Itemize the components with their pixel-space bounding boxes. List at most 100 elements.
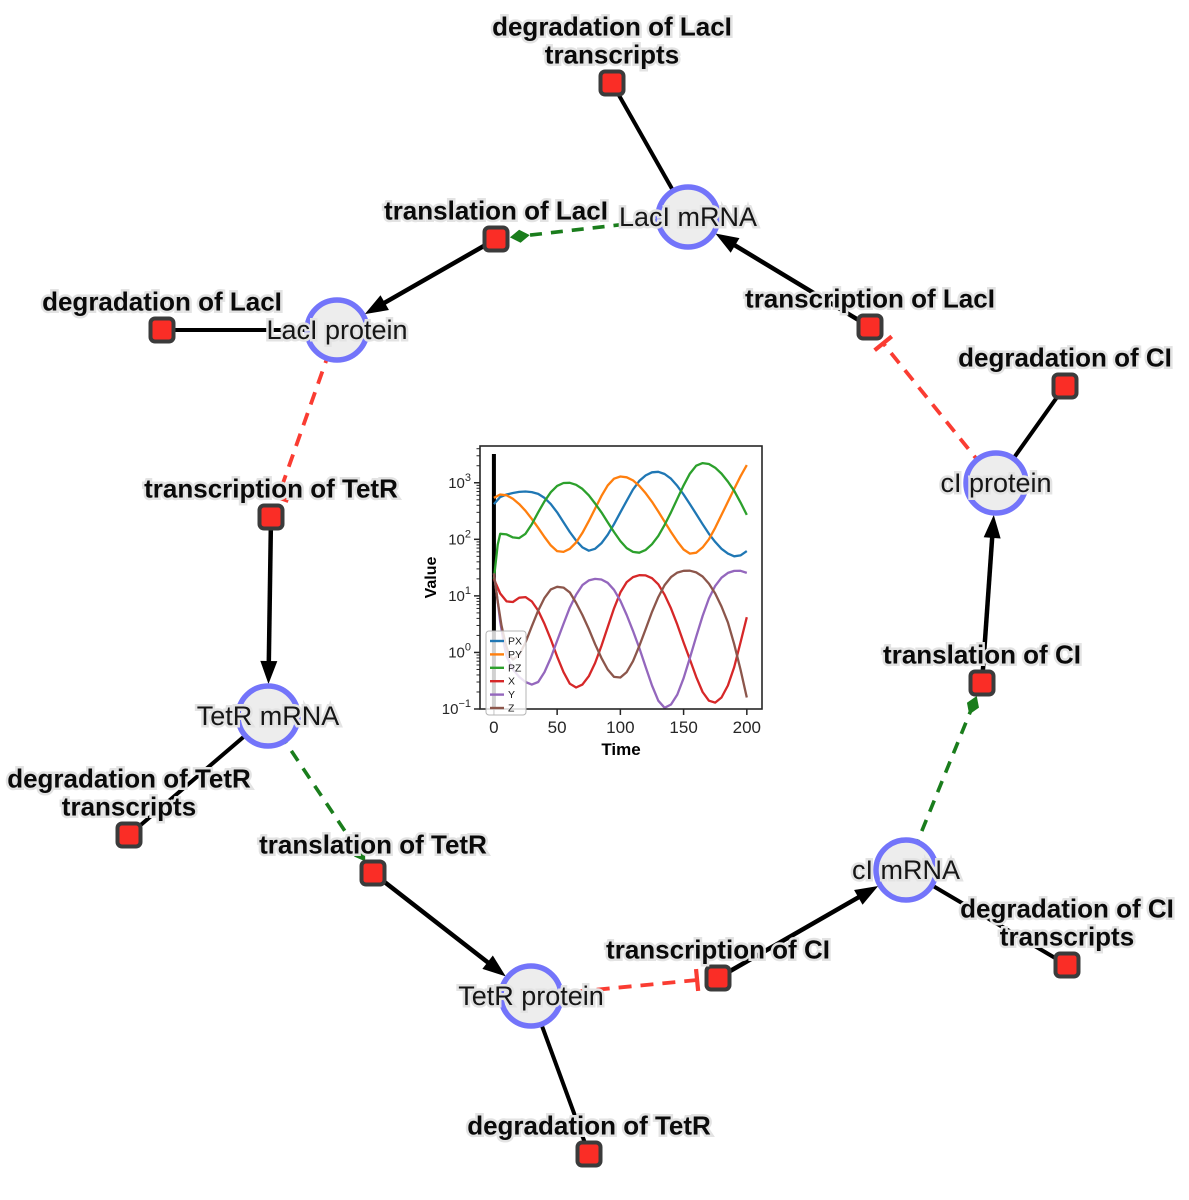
reaction-node-translation-tetR[interactable] <box>359 859 387 887</box>
inhibition-tee-bar <box>266 491 290 503</box>
arrowhead <box>364 295 389 315</box>
labels-layer: degradation of LacItranscriptstranslatio… <box>5 9 1177 1143</box>
reaction-label-deg-lacI: degradation of LacI <box>42 287 282 317</box>
reaction-node-deg-cI-transcripts[interactable] <box>1053 951 1081 979</box>
reaction-label-deg-tetR-transcripts-line2: transcripts <box>62 792 196 822</box>
species-circle-icon[interactable] <box>235 683 301 749</box>
reaction-square-icon[interactable] <box>359 859 387 887</box>
species-label-lacI-mRNA: LacI mRNA <box>619 202 757 232</box>
curve-X <box>492 574 748 704</box>
reaction-label-deg-cI: degradation of CI <box>958 343 1172 373</box>
reaction-label-translation-tetR: translation of TetR <box>259 830 487 860</box>
reaction-square-icon[interactable] <box>704 964 732 992</box>
reaction-square-icon[interactable] <box>856 313 884 341</box>
x-tick-label-50: 50 <box>548 718 567 737</box>
reaction-label-translation-cI: translation of CI <box>883 640 1081 670</box>
reaction-node-deg-tetR-transcripts[interactable] <box>115 821 143 849</box>
legend-label-PY: PY <box>508 649 522 661</box>
reaction-square-icon[interactable] <box>575 1140 603 1168</box>
legend-label-PZ: PZ <box>508 662 522 674</box>
x-tick-label-200: 200 <box>733 718 761 737</box>
modifier-diamond-arrowhead <box>966 695 979 715</box>
species-label-tetR-mRNA: TetR mRNA <box>197 701 340 731</box>
species-circle-icon[interactable] <box>655 184 721 250</box>
curve-PY <box>493 464 748 555</box>
reaction-label-deg-cI-transcripts-line2: transcripts <box>1000 922 1134 952</box>
arrowhead <box>482 955 506 977</box>
edge-transcription-lacI-to-lacI-mRNA <box>715 233 872 329</box>
species-label-tetR-protein: TetR protein <box>458 981 604 1011</box>
reaction-square-icon[interactable] <box>148 316 176 344</box>
edge-translation-lacI-to-lacI-protein <box>364 237 498 315</box>
arrowhead <box>983 514 1001 539</box>
reaction-label-deg-tetR: degradation of TetR <box>467 1111 711 1141</box>
reaction-label-transcription-cI: transcription of CI <box>606 935 830 965</box>
x-tick-label-100: 100 <box>606 718 634 737</box>
inhibition-tee-bar <box>873 334 894 352</box>
species-node-lacI-mRNA[interactable] <box>655 184 721 250</box>
arrowhead <box>854 885 879 905</box>
species-label-lacI-protein: LacI protein <box>266 315 407 345</box>
reaction-square-icon[interactable] <box>1051 372 1079 400</box>
species-node-cI-mRNA[interactable] <box>873 837 939 903</box>
reaction-label-deg-lacI-transcripts-line2: transcripts <box>545 40 679 70</box>
reaction-label-deg-tetR-transcripts-line1: degradation of TetR <box>7 764 251 794</box>
reaction-square-icon[interactable] <box>598 69 626 97</box>
y-axis-label: Value <box>423 557 440 599</box>
x-axis-label: Time <box>601 740 640 759</box>
reaction-square-icon[interactable] <box>482 225 510 253</box>
reaction-square-icon[interactable] <box>1053 951 1081 979</box>
reaction-node-deg-cI[interactable] <box>1051 372 1079 400</box>
reaction-nodes-layer <box>115 69 1081 1168</box>
species-node-cI-protein[interactable] <box>963 450 1029 516</box>
species-circle-icon[interactable] <box>873 837 939 903</box>
x-tick-label-0: 0 <box>489 718 498 737</box>
legend-label-X: X <box>508 676 515 688</box>
reaction-node-transcription-tetR[interactable] <box>257 503 285 531</box>
modifier-diamond-arrowhead <box>354 844 366 862</box>
species-label-cI-mRNA: cI mRNA <box>852 855 960 885</box>
curve-PX <box>493 470 748 558</box>
species-circle-icon[interactable] <box>963 450 1029 516</box>
reaction-node-transcription-lacI[interactable] <box>856 313 884 341</box>
reaction-label-translation-lacI: translation of LacI <box>384 196 608 226</box>
legend-label-Z: Z <box>508 703 515 715</box>
inset-plot: 0 50 100 150 200Time10−1100101102103ValuePXP… <box>422 434 782 772</box>
plot-background <box>422 434 782 772</box>
species-node-tetR-mRNA[interactable] <box>235 683 301 749</box>
reaction-node-transcription-cI[interactable] <box>704 964 732 992</box>
species-circle-icon[interactable] <box>498 963 564 1029</box>
modifier-diamond-arrowhead <box>509 229 530 243</box>
x-tick-label-150: 150 <box>669 718 697 737</box>
reaction-label-deg-cI-transcripts-line1: degradation of CI <box>960 894 1174 924</box>
curve-PZ <box>492 461 748 580</box>
reaction-node-deg-lacI[interactable] <box>148 316 176 344</box>
inhibition-tee-bar <box>693 968 701 992</box>
edge-transcription-tetR-to-tetR-mRNA <box>260 516 278 685</box>
reaction-label-transcription-tetR: transcription of TetR <box>144 474 398 504</box>
reaction-node-deg-lacI-transcripts[interactable] <box>598 69 626 97</box>
species-label-cI-protein: cI protein <box>940 468 1051 498</box>
legend-label-Y: Y <box>508 689 515 701</box>
arrowhead <box>715 233 740 253</box>
edge-translation-cI-to-cI-protein <box>979 514 1001 684</box>
reaction-node-translation-cI[interactable] <box>968 669 996 697</box>
arrowhead <box>260 660 278 685</box>
species-node-lacI-protein[interactable] <box>304 297 370 363</box>
reaction-node-deg-tetR[interactable] <box>575 1140 603 1168</box>
species-circle-icon[interactable] <box>304 297 370 363</box>
edge-transcription-cI-to-cI-mRNA <box>716 885 879 980</box>
species-node-tetR-protein[interactable] <box>498 963 564 1029</box>
edge-translation-tetR-to-tetR-protein <box>371 871 506 977</box>
reaction-label-transcription-lacI: transcription of LacI <box>745 284 995 314</box>
reaction-node-translation-lacI[interactable] <box>482 225 510 253</box>
reaction-square-icon[interactable] <box>968 669 996 697</box>
reaction-square-icon[interactable] <box>257 503 285 531</box>
legend-label-PX: PX <box>508 636 522 648</box>
reaction-square-icon[interactable] <box>115 821 143 849</box>
species-nodes-layer <box>235 184 1029 1029</box>
reaction-label-deg-lacI-transcripts-line1: degradation of LacI <box>492 12 732 42</box>
